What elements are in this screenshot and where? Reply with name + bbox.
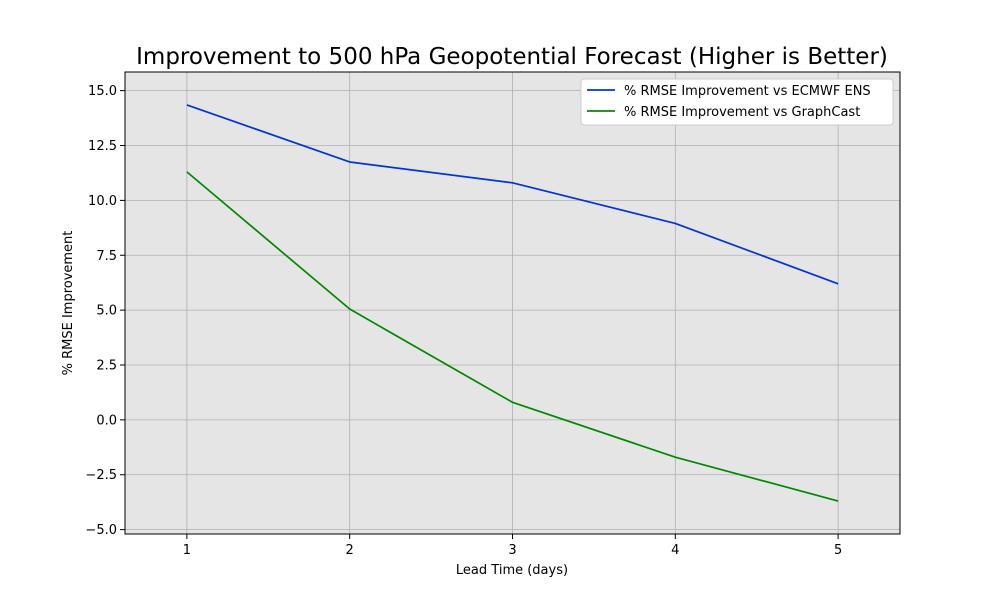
x-axis-ticks: 1 2 3 4 5: [183, 534, 842, 558]
x-tick-label: 2: [346, 543, 354, 558]
legend-box: [580, 78, 894, 126]
y-axis-label: % RMSE Improvement: [61, 231, 76, 376]
y-tick-label: 2.5: [96, 359, 117, 374]
y-tick-label: 0.0: [96, 413, 117, 428]
y-tick-label: 5.0: [96, 304, 117, 319]
y-tick-label: 7.5: [96, 249, 117, 264]
y-tick-label: 15.0: [88, 84, 117, 99]
y-tick-label: −2.5: [85, 468, 117, 483]
series-lines: [186, 104, 839, 502]
x-axis-label: Lead Time (days): [456, 563, 568, 578]
legend-label-2: % RMSE Improvement vs GraphCast: [624, 105, 860, 120]
y-tick-label: 10.0: [88, 194, 117, 209]
legend: % RMSE Improvement vs ECMWF ENS % RMSE Im…: [580, 78, 894, 126]
x-tick-label: 4: [671, 543, 679, 558]
grid-lines: [125, 72, 900, 534]
x-tick-label: 5: [834, 543, 842, 558]
x-tick-label: 1: [183, 543, 191, 558]
legend-label-1: % RMSE Improvement vs ECMWF ENS: [624, 84, 871, 99]
y-axis-ticks: −5.0 −2.5 0.0 2.5 5.0 7.5 10.0 12.5 15.0: [85, 84, 125, 538]
series-line-1: [186, 104, 839, 285]
series-line-2: [186, 171, 839, 502]
chart-title: Improvement to 500 hPa Geopotential Fore…: [136, 44, 888, 70]
x-tick-label: 3: [508, 543, 516, 558]
y-tick-label: −5.0: [85, 523, 117, 538]
y-tick-label: 12.5: [88, 139, 117, 154]
